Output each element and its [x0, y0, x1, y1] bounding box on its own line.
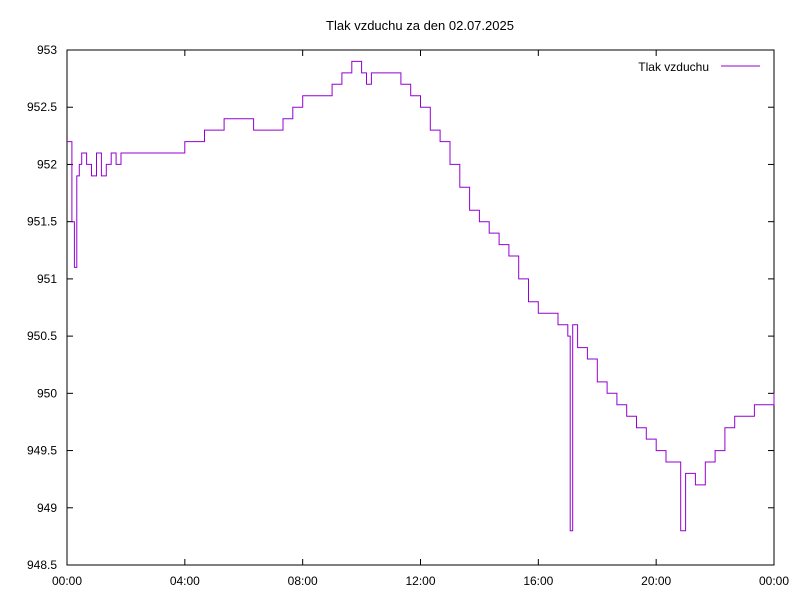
x-tick-label: 00:00	[52, 574, 82, 588]
series-layer	[67, 60, 775, 532]
x-tick-label: 20:00	[641, 574, 671, 588]
x-tick-label: 00:00	[759, 574, 789, 588]
x-tick-label: 12:00	[405, 574, 435, 588]
y-axis: 948.5 949 949.5 950 950.5 951 951.5 952 952.5 953	[27, 43, 774, 572]
x-tick-label: 16:00	[523, 574, 553, 588]
y-tick-label: 948.5	[27, 558, 57, 572]
y-tick-label: 949.5	[27, 444, 57, 458]
y-tick-label: 951	[37, 272, 57, 286]
x-axis: 00:00 04:00 08:00 12:00 16:00 20:00 00:00	[52, 50, 789, 588]
series-line-tlak-vzduchu	[67, 60, 775, 532]
y-tick-label: 950.5	[27, 329, 57, 343]
y-tick-label: 950	[37, 386, 57, 400]
legend-label: Tlak vzduchu	[638, 60, 709, 74]
y-tick-label: 952.5	[27, 100, 57, 114]
legend: Tlak vzduchu	[638, 60, 760, 74]
y-tick-label: 953	[37, 43, 57, 57]
y-tick-label: 951.5	[27, 215, 57, 229]
x-tick-label: 04:00	[170, 574, 200, 588]
chart-title: Tlak vzduchu za den 02.07.2025	[326, 18, 514, 33]
y-tick-label: 949	[37, 501, 57, 515]
x-tick-label: 08:00	[288, 574, 318, 588]
y-tick-label: 952	[37, 157, 57, 171]
